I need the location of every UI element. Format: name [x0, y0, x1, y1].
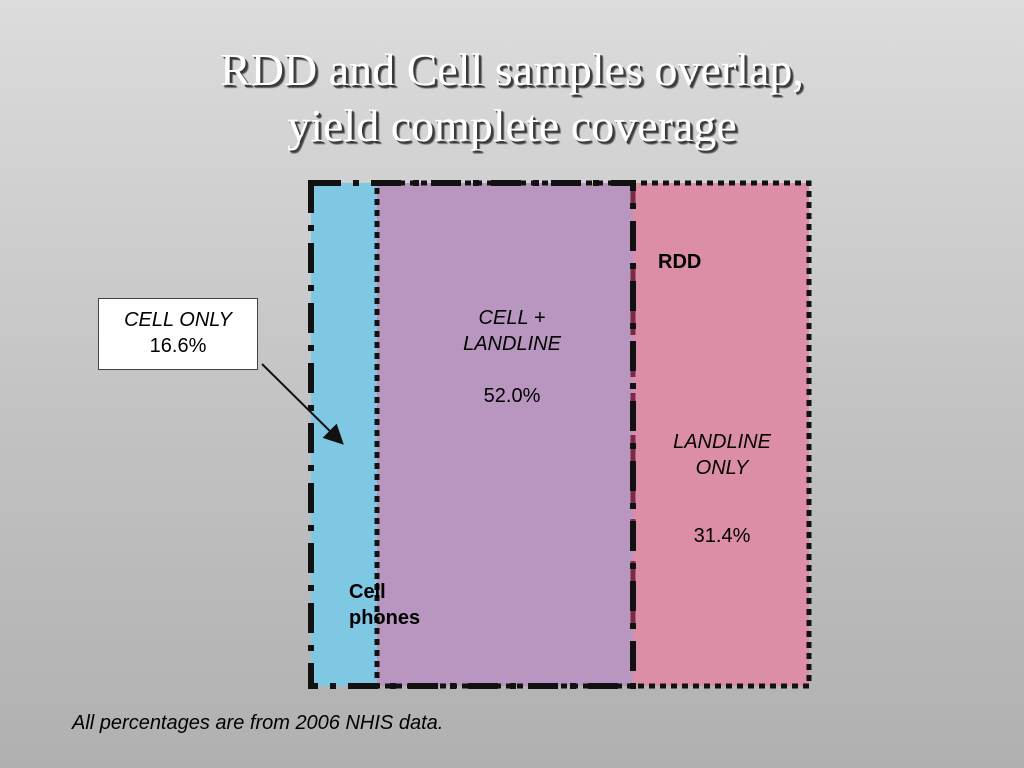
cell-landline-region: [377, 183, 633, 686]
slide-title: RDD and Cell samples overlap, yield comp…: [0, 42, 1024, 154]
landline-only-label-line2: ONLY: [695, 457, 749, 479]
callout-arrow: [261, 363, 344, 445]
rdd-label: RDD: [658, 251, 702, 273]
cell-phones-label-line2: phones: [349, 607, 421, 629]
rdd-frame: [374, 180, 812, 689]
landline-only-region: [633, 183, 809, 686]
landline-only-label-line1: LANDLINE: [673, 431, 771, 453]
cell-phones-label: Cell phones: [349, 579, 420, 631]
title-line-1: RDD and Cell samples overlap,: [220, 44, 804, 95]
cell-phones-frame: [308, 180, 636, 689]
cell-phones-label-line1: Cell: [349, 581, 386, 603]
cell-landline-label-line2: LANDLINE: [463, 333, 561, 355]
cell-landline-label-line1: CELL +: [478, 307, 546, 329]
landline-only-label: LANDLINE ONLY: [642, 429, 802, 481]
cell-only-label: CELL ONLY: [124, 309, 232, 331]
cell-only-region: [311, 183, 377, 686]
landline-only-value: 31.4%: [693, 525, 751, 547]
cell-landline-label: CELL + LANDLINE: [432, 305, 592, 357]
cell-landline-value: 52.0%: [483, 385, 541, 407]
footnote: All percentages are from 2006 NHIS data.: [72, 712, 444, 734]
cell-only-callout: CELL ONLY 16.6%: [98, 298, 258, 370]
title-line-2: yield complete coverage: [287, 100, 737, 151]
cell-only-value: 16.6%: [149, 335, 207, 357]
